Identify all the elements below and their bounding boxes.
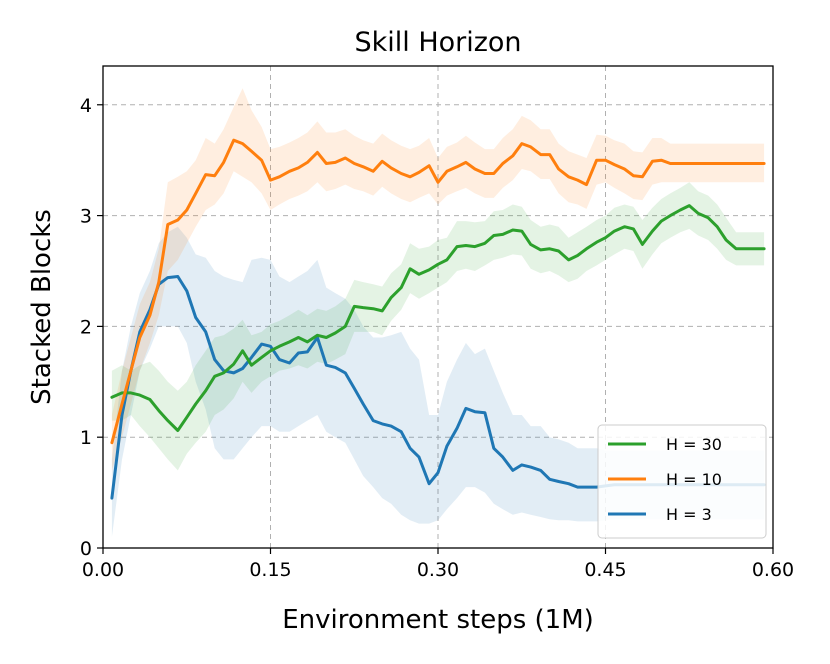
legend-label: H = 30 bbox=[666, 435, 722, 454]
x-tick-label: 0.00 bbox=[82, 559, 124, 581]
chart-title: Skill Horizon bbox=[354, 27, 521, 58]
series-band bbox=[111, 88, 765, 471]
axis-ticks: 0.00 0.15 0.30 0.45 0.60 0 1 2 3 4 bbox=[80, 95, 794, 581]
y-tick-label: 1 bbox=[80, 427, 92, 449]
y-tick-label: 2 bbox=[80, 316, 92, 338]
y-tick-label: 0 bbox=[80, 538, 92, 560]
y-axis-label: Stacked Blocks bbox=[27, 209, 57, 405]
x-tick-label: 0.30 bbox=[417, 559, 459, 581]
x-tick-label: 0.15 bbox=[249, 559, 291, 581]
series-line bbox=[110, 204, 766, 432]
legend-label: H = 3 bbox=[666, 505, 712, 524]
legend: H = 30 H = 10 H = 3 bbox=[597, 424, 767, 539]
series-line bbox=[110, 138, 766, 445]
y-tick-label: 4 bbox=[80, 95, 92, 117]
x-tick-label: 0.60 bbox=[752, 559, 794, 581]
legend-box bbox=[597, 424, 767, 539]
x-axis-label: Environment steps (1M) bbox=[282, 605, 594, 635]
y-tick-label: 3 bbox=[80, 206, 92, 228]
series-band bbox=[111, 182, 765, 471]
legend-label: H = 10 bbox=[666, 470, 722, 489]
x-tick-label: 0.45 bbox=[584, 559, 626, 581]
